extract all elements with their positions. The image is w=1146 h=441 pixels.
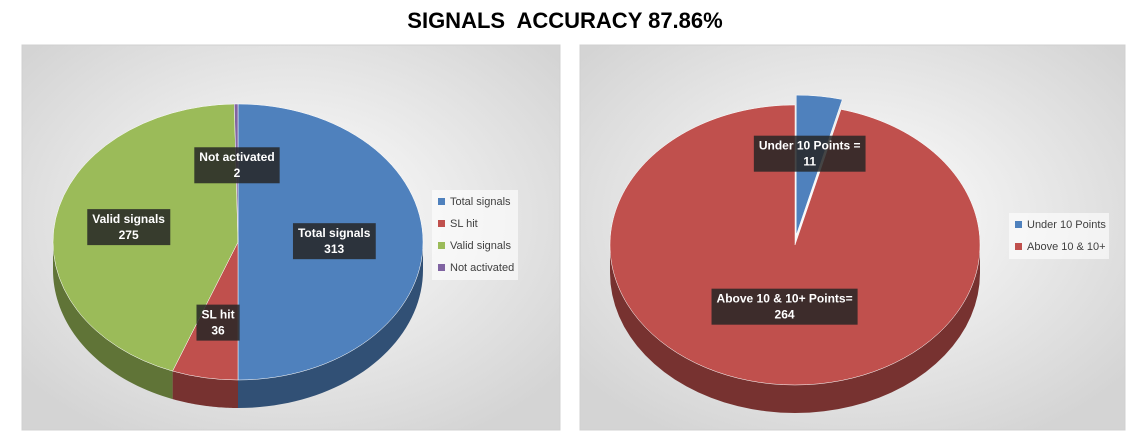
data-label-name: Not activated [199,150,274,164]
pie-side [610,245,980,413]
legend-swatch [1015,243,1022,250]
legend-swatch [438,264,445,271]
data-label-text: Under 10 Points = 11 [759,139,861,169]
legend-swatch [1015,221,1022,228]
legend-box [1009,213,1109,259]
data-label-box [292,223,376,260]
data-label-box [753,135,866,172]
data-label: Valid signals 275 [87,209,171,246]
legend-swatch [438,220,445,227]
data-label-text: Above 10 & 10+ Points= 264 [717,292,853,322]
data-label-name: Total signals [298,226,371,240]
data-label-text: Not activated 2 [199,150,274,180]
legend-label: SL hit [450,218,478,230]
data-label-value: 36 [211,324,225,338]
legend-label: Not activated [450,262,514,274]
data-label-name: Under 10 Points = [759,139,861,153]
data-label-text: SL hit 36 [201,308,234,338]
legend-label: Total signals [450,196,511,208]
pie-side [53,242,173,400]
data-label-text: Valid signals 275 [92,212,165,242]
data-label-box [196,304,240,341]
data-label: Total signals 313 [292,223,376,260]
data-label-text: Total signals 313 [298,226,371,256]
data-label: SL hit 36 [196,304,240,341]
data-label-value: 313 [324,242,344,256]
data-label-value: 275 [119,228,139,242]
legend-label: Valid signals [450,240,511,252]
legend: Under 10 Points Above 10 & 10+ [1009,213,1109,259]
data-label-value: 11 [803,155,816,169]
data-label: Above 10 & 10+ Points= 264 [711,288,858,325]
data-label-value: 264 [775,308,795,322]
pie-side [172,371,238,408]
legend-label: Above 10 & 10+ [1027,241,1106,253]
page-title: SIGNALS ACCURACY 87.86% [407,8,722,33]
data-label-name: Valid signals [92,212,165,226]
data-label: Under 10 Points = 11 [753,135,866,172]
data-label-box [87,209,171,246]
data-label-box [711,288,858,325]
legend-swatch [438,198,445,205]
legend: Total signals SL hit Valid signals Not acti… [432,190,518,280]
data-label-box [194,147,280,184]
data-label-name: Above 10 & 10+ Points= [717,292,853,306]
data-label: Not activated 2 [194,147,280,184]
legend-box [432,190,518,280]
legend-label: Under 10 Points [1027,219,1106,231]
data-label-name: SL hit [201,308,234,322]
pie-slice [609,104,981,386]
data-label-value: 2 [234,166,241,180]
legend-swatch [438,242,445,249]
